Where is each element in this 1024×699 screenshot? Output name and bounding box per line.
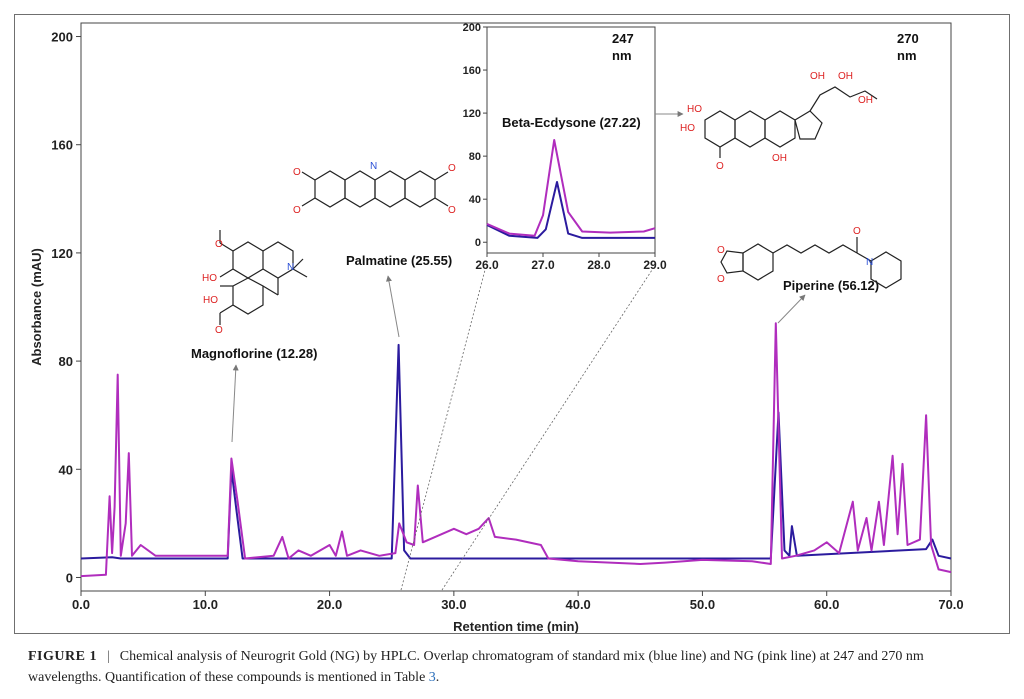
figure-frame: 0.0 10.0 20.0 30.0 40.0 50.0 60.0 70.0 0 40 80 120 1… — [14, 14, 1010, 634]
x-tick-label: 0.0 — [72, 597, 90, 612]
inset-y-tick-label: 160 — [463, 65, 481, 77]
y-tick-label: 120 — [51, 246, 73, 261]
svg-text:O: O — [853, 226, 861, 237]
svg-text:HO: HO — [202, 273, 217, 284]
wavelength-label-270: 270 — [897, 31, 919, 46]
x-tick-label: 70.0 — [938, 597, 963, 612]
plot-area-border — [80, 22, 952, 592]
ecdysone-structure — [704, 86, 878, 158]
svg-text:O: O — [215, 239, 223, 250]
svg-text:N: N — [287, 262, 294, 273]
x-tick-label: 50.0 — [690, 597, 715, 612]
zoom-line-left — [400, 269, 486, 591]
x-axis-title: Retention time (min) — [453, 619, 579, 633]
series-line-0 — [80, 343, 952, 560]
peak-label-magnoflorine: Magnoflorine (12.28) — [191, 346, 317, 361]
svg-text:O: O — [448, 205, 456, 216]
palmatine-arrow — [386, 275, 400, 338]
svg-text:O: O — [448, 163, 456, 174]
x-tick-label: 60.0 — [814, 597, 839, 612]
caption-text: Chemical analysis of Neurogrit Gold (NG)… — [28, 649, 924, 685]
inset-y-tick-label: 0 — [475, 237, 481, 249]
wavelength-label-247-unit: nm — [612, 48, 632, 63]
inset-x-tick-label: 29.0 — [643, 258, 667, 272]
magnoflorine-structure — [219, 230, 308, 325]
inset-x-tick-label: 26.0 — [475, 258, 499, 272]
caption-label: FIGURE 1 — [28, 649, 97, 664]
peak-label-palmatine: Palmatine (25.55) — [346, 253, 452, 268]
caption-table-ref[interactable]: 3 — [428, 670, 436, 685]
inset-x-tick-label: 27.0 — [531, 258, 555, 272]
ecdysone-atom-labels: HO HO O OH OH OH OH — [680, 71, 873, 172]
palmatine-structure — [301, 170, 449, 208]
inset-series-line-0 — [486, 181, 655, 239]
piperine-arrow — [777, 294, 806, 324]
svg-text:O: O — [717, 245, 725, 256]
x-tick-label: 10.0 — [193, 597, 218, 612]
magnoflorine-atom-labels: O HO HO O N — [202, 239, 294, 336]
svg-text:N: N — [866, 257, 873, 268]
caption-end: . — [435, 670, 440, 685]
magnoflorine-arrow — [231, 364, 239, 443]
svg-text:O: O — [293, 205, 301, 216]
inset-y-tick-label: 40 — [469, 194, 481, 206]
y-tick-label: 40 — [59, 462, 73, 477]
svg-text:HO: HO — [680, 123, 695, 134]
svg-text:OH: OH — [838, 71, 853, 82]
svg-text:OH: OH — [772, 153, 787, 164]
svg-text:N: N — [370, 161, 377, 172]
svg-text:OH: OH — [858, 95, 873, 106]
inset-y-tick-label: 200 — [463, 22, 481, 34]
y-tick-label: 200 — [51, 30, 73, 45]
wavelength-label-270-unit: nm — [897, 48, 917, 63]
zoom-line-right — [441, 269, 653, 591]
x-tick-label: 20.0 — [317, 597, 342, 612]
series-line-1 — [80, 322, 952, 578]
caption-separator: | — [106, 649, 110, 664]
svg-text:O: O — [215, 325, 223, 336]
inset-y-tick-label: 80 — [469, 151, 481, 163]
piperine-atom-labels: O O O N — [717, 226, 873, 285]
y-tick-label: 160 — [51, 138, 73, 153]
inset-y-tick-label: 120 — [463, 108, 481, 120]
wavelength-label-247: 247 — [612, 31, 634, 46]
figure-caption: FIGURE 1 | Chemical analysis of Neurogrit … — [28, 646, 988, 688]
svg-text:HO: HO — [203, 295, 218, 306]
y-axis-title: Absorbance (mAU) — [29, 248, 44, 366]
peak-label-piperine: Piperine (56.12) — [783, 278, 879, 293]
y-tick-label: 0 — [66, 570, 73, 585]
svg-text:O: O — [717, 274, 725, 285]
svg-text:O: O — [293, 167, 301, 178]
inset-series-line-1 — [486, 139, 656, 237]
inset-x-tick-label: 28.0 — [587, 258, 611, 272]
palmatine-atom-labels: O O N O O — [293, 161, 456, 216]
chromatogram-chart: 0.0 10.0 20.0 30.0 40.0 50.0 60.0 70.0 0 40 80 120 1… — [29, 22, 964, 633]
x-tick-label: 30.0 — [441, 597, 466, 612]
inset-peak-label-beta-ecdysone: Beta-Ecdysone (27.22) — [502, 115, 641, 130]
svg-text:O: O — [716, 161, 724, 172]
svg-text:OH: OH — [810, 71, 825, 82]
piperine-structure — [720, 237, 902, 289]
svg-text:HO: HO — [687, 104, 702, 115]
y-tick-label: 80 — [59, 354, 73, 369]
x-tick-label: 40.0 — [565, 597, 590, 612]
